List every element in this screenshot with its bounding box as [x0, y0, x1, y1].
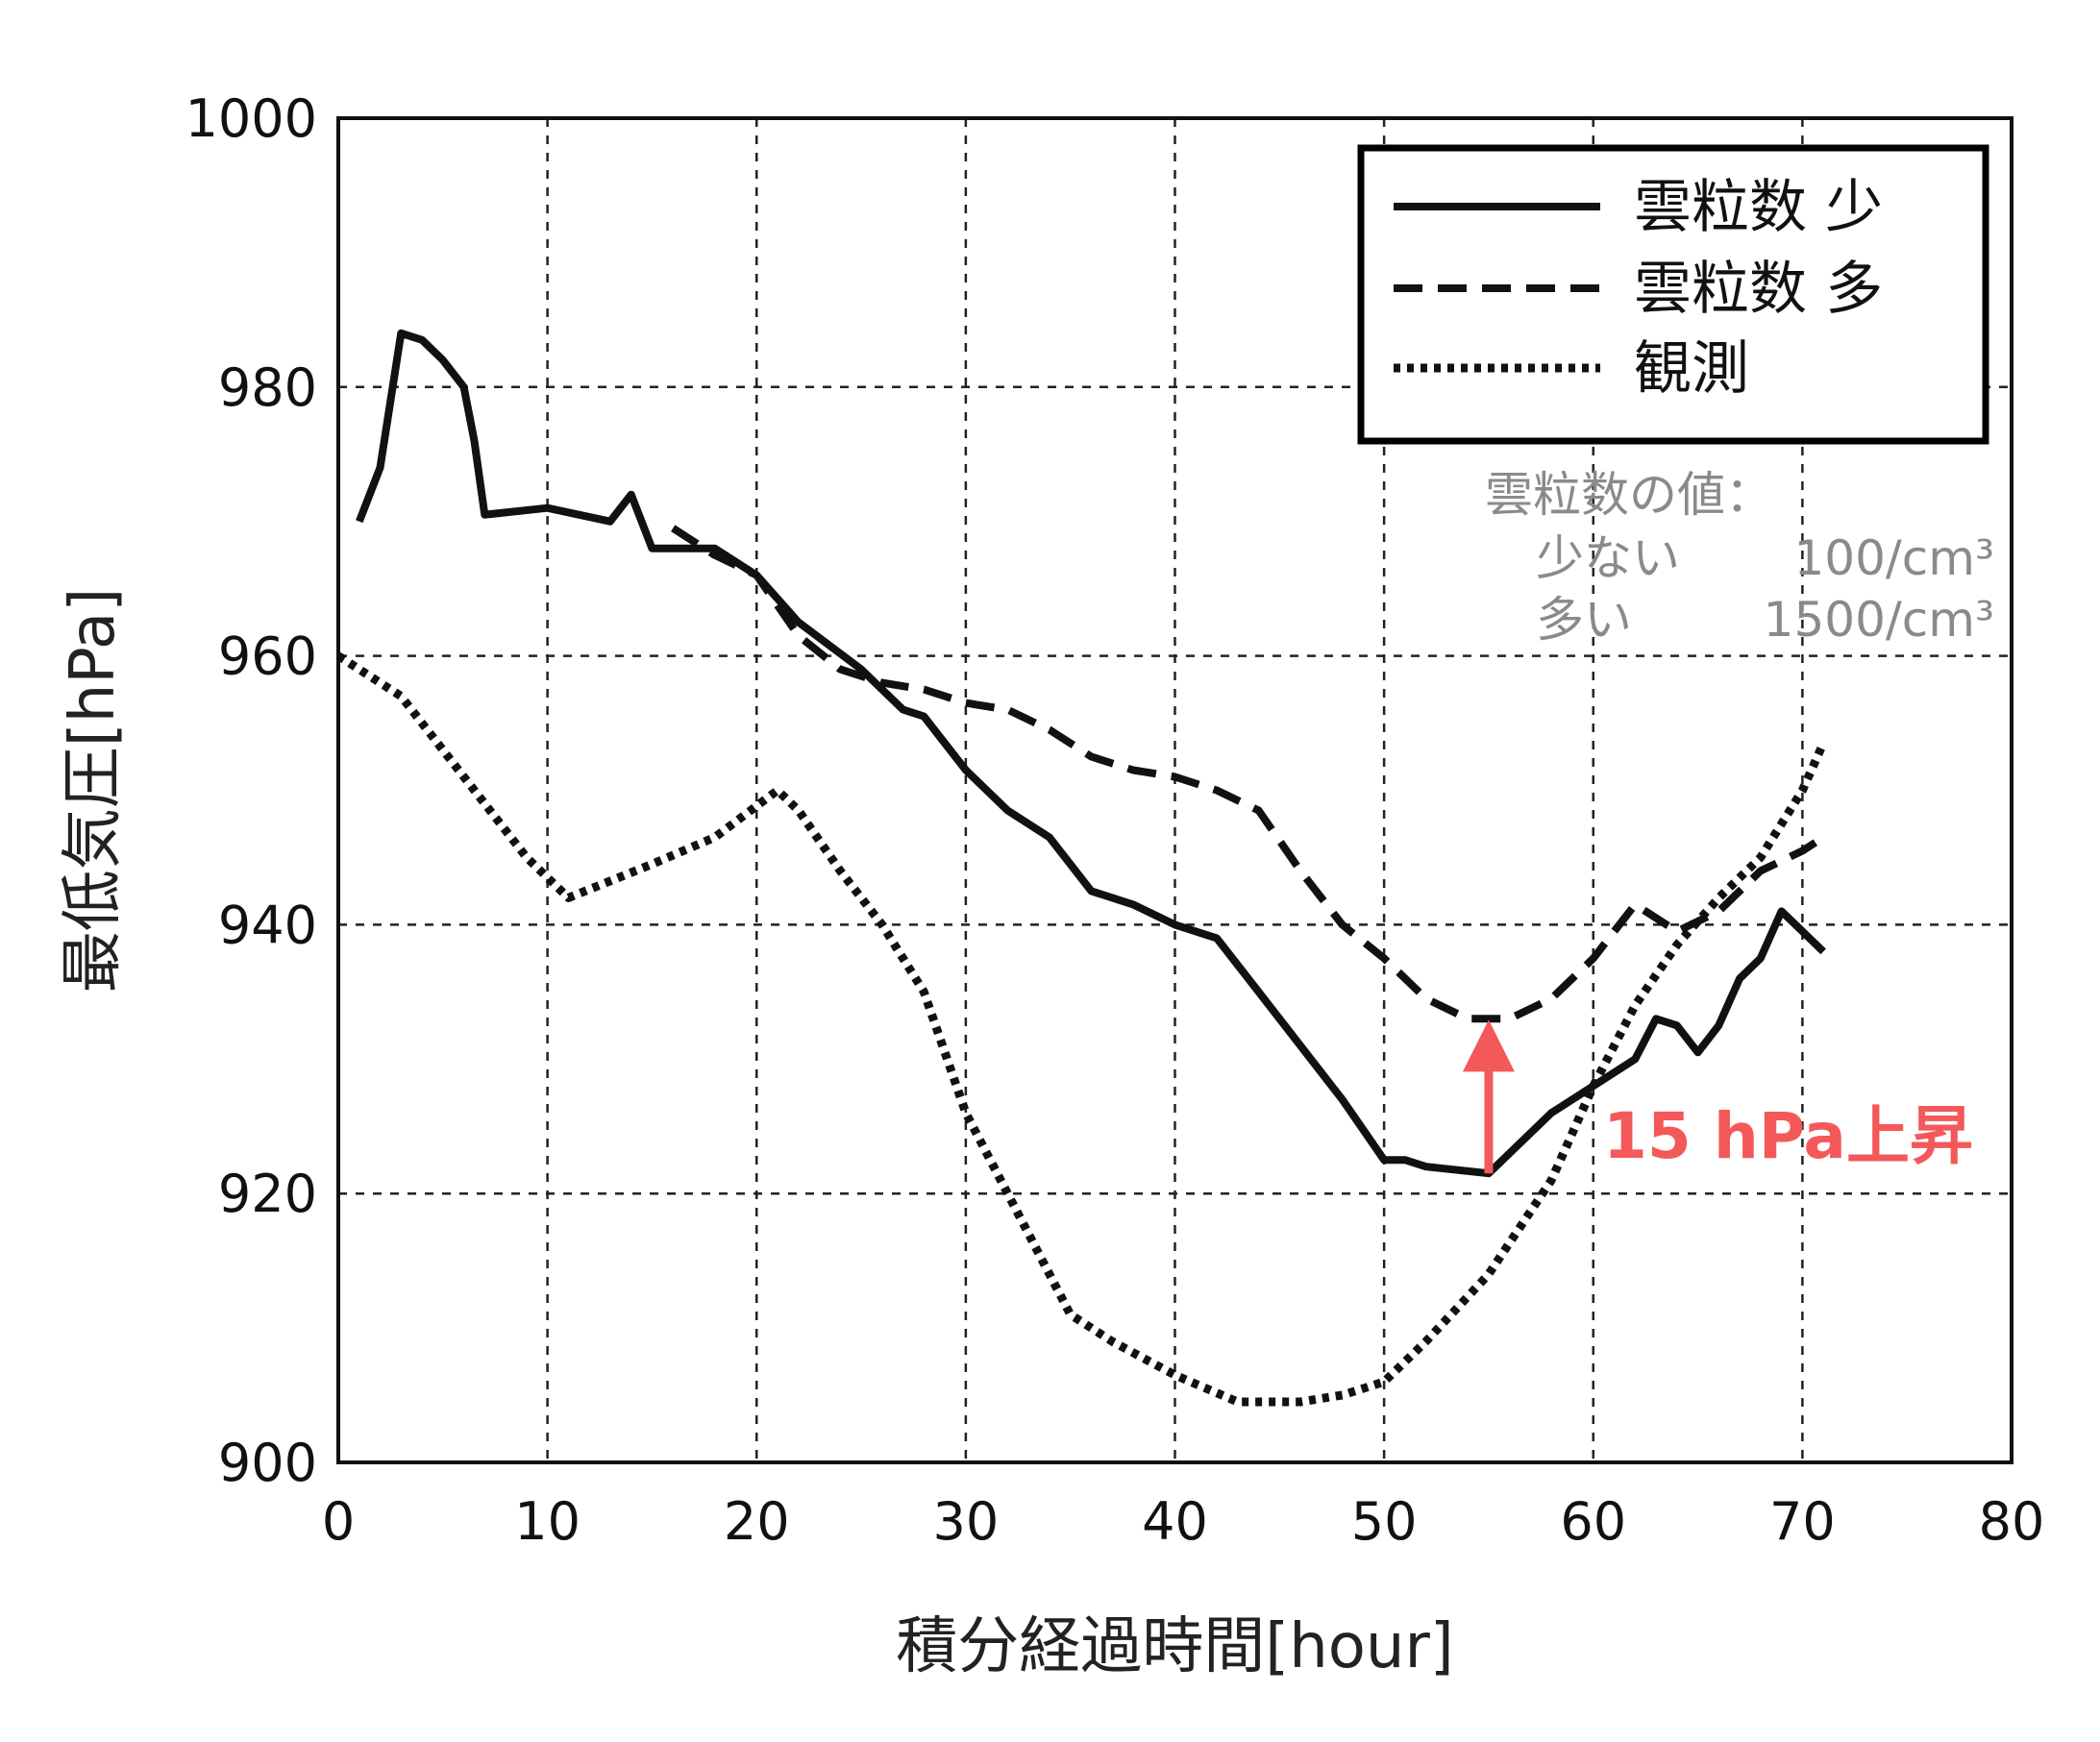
x-tick-label: 50 [1351, 1491, 1418, 1552]
x-tick-label: 30 [933, 1491, 1000, 1552]
legend-label-observed: 観測 [1634, 335, 1749, 403]
legend-label-few: 雲粒数 少 [1634, 174, 1883, 241]
y-tick-label: 1000 [185, 88, 317, 149]
x-tick-label: 20 [724, 1491, 790, 1552]
note-title: 雲粒数の値： [1485, 467, 1773, 523]
y-tick-label: 940 [218, 895, 317, 955]
x-tick-label: 60 [1560, 1491, 1626, 1552]
note-label-few: 少ない [1536, 530, 1680, 586]
x-axis-title: 積分経過時間[hour] [896, 1611, 1454, 1682]
note-label-many: 多い [1536, 592, 1632, 648]
legend-label-many: 雲粒数 多 [1634, 256, 1883, 323]
legend: 雲粒数 少 雲粒数 多 観測 [1357, 144, 1989, 445]
x-tick-label: 80 [1979, 1491, 2045, 1552]
x-tick-label: 70 [1769, 1491, 1836, 1552]
y-tick-label: 960 [218, 626, 317, 687]
y-tick-label: 900 [218, 1433, 317, 1493]
x-tick-label: 0 [322, 1491, 355, 1552]
series-line-solid [356, 329, 1826, 1178]
x-tick-label: 10 [514, 1491, 581, 1552]
note-value-few: 100/cm³ [1793, 530, 1994, 586]
x-tick-label: 40 [1142, 1491, 1208, 1552]
cloud-count-note: 雲粒数の値： 少ない 100/cm³ 多い 1500/cm³ [1485, 467, 1994, 648]
rise-annotation: 15 hPa上昇 [1603, 1099, 1973, 1173]
series-line-dashed [671, 525, 1826, 1023]
y-tick-label: 920 [218, 1164, 317, 1224]
y-axis-title: 最低気圧[hPa] [58, 588, 129, 993]
y-tick-label: 980 [218, 357, 317, 418]
series-line-dotted [335, 651, 1828, 1407]
tick-labels: 0 10 20 30 40 50 60 70 80 900 920 940 960 980 1000 [185, 88, 2045, 1552]
note-value-many: 1500/cm³ [1764, 592, 1994, 648]
series-lines [335, 329, 1828, 1407]
legend-box [1357, 144, 1989, 445]
plot-frame [336, 116, 2014, 1464]
